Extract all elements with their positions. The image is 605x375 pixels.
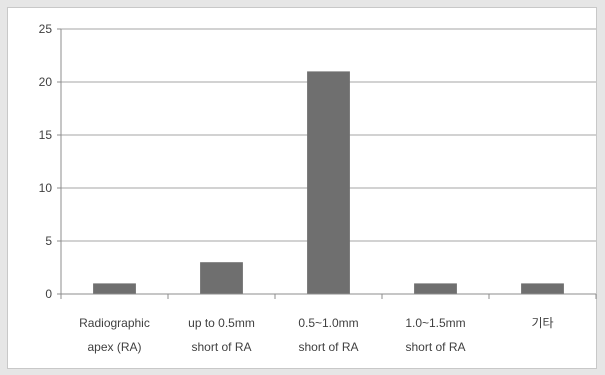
y-tick-labels: 0 5 10 15 20 25 [39,22,53,301]
y-tick-label: 20 [39,75,53,89]
x-category-label: short of RA [191,340,251,354]
y-tick-label: 25 [39,22,53,36]
bar [307,71,350,295]
y-tick-label: 0 [45,287,52,301]
bars [93,71,564,295]
bar [93,283,136,294]
x-category-label: 1.0~1.5mm [405,316,465,330]
y-tick-label: 15 [39,128,53,142]
x-category-label: Radiographic [79,316,150,330]
bar [200,262,243,294]
x-category-label: up to 0.5mm [188,316,255,330]
x-category-label: apex (RA) [87,340,141,354]
x-category-label: short of RA [298,340,358,354]
y-tick-label: 10 [39,181,53,195]
bar [414,283,457,294]
x-category-labels: Radiographic apex (RA) up to 0.5mm short of… [79,316,553,354]
y-tick-label: 5 [45,234,52,248]
bar [521,283,564,294]
x-category-label: 0.5~1.0mm [298,316,358,330]
x-category-label: short of RA [405,340,465,354]
x-category-label: 기타 [531,316,553,330]
axes [57,28,597,299]
